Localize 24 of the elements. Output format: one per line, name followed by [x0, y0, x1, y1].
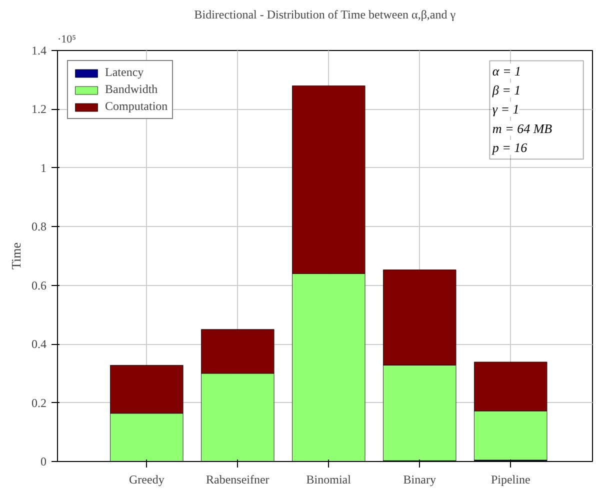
- y-tick-label: 0.8: [32, 220, 46, 234]
- annotation: m = 64 MB: [492, 120, 552, 136]
- y-tick-label: 0.4: [32, 337, 46, 352]
- x-tick-label: Rabenseifner: [206, 472, 270, 486]
- x-tick-label: Greedy: [129, 472, 164, 486]
- y-tick-label: 1: [40, 160, 46, 175]
- legend-label: Latency: [105, 65, 144, 80]
- y-tick-label: 0.6: [32, 278, 46, 292]
- x-tick-label: Pipeline: [490, 472, 530, 486]
- x-tick-label: Binomial: [306, 472, 352, 486]
- y-tick-label: 0: [40, 454, 46, 468]
- annotation: p = 16: [491, 140, 528, 155]
- annotation: α = 1: [492, 64, 522, 79]
- legend-label: Bandwidth: [105, 82, 158, 97]
- chart-title: Bidirectional - Distribution of Time between α,β,and γ: [194, 8, 456, 22]
- annotation: γ = 1: [492, 102, 520, 117]
- y-tick-label: 1.2: [32, 102, 46, 116]
- y-tick-label: 1.4: [32, 44, 46, 58]
- text: ·10⁵: [58, 34, 76, 46]
- legend-label: Computation: [105, 99, 168, 114]
- annotation: β = 1: [491, 82, 521, 98]
- y-axis-title: Time: [8, 242, 24, 270]
- y-tick-label: 0.2: [32, 396, 46, 410]
- x-tick-label: Binary: [403, 472, 436, 486]
